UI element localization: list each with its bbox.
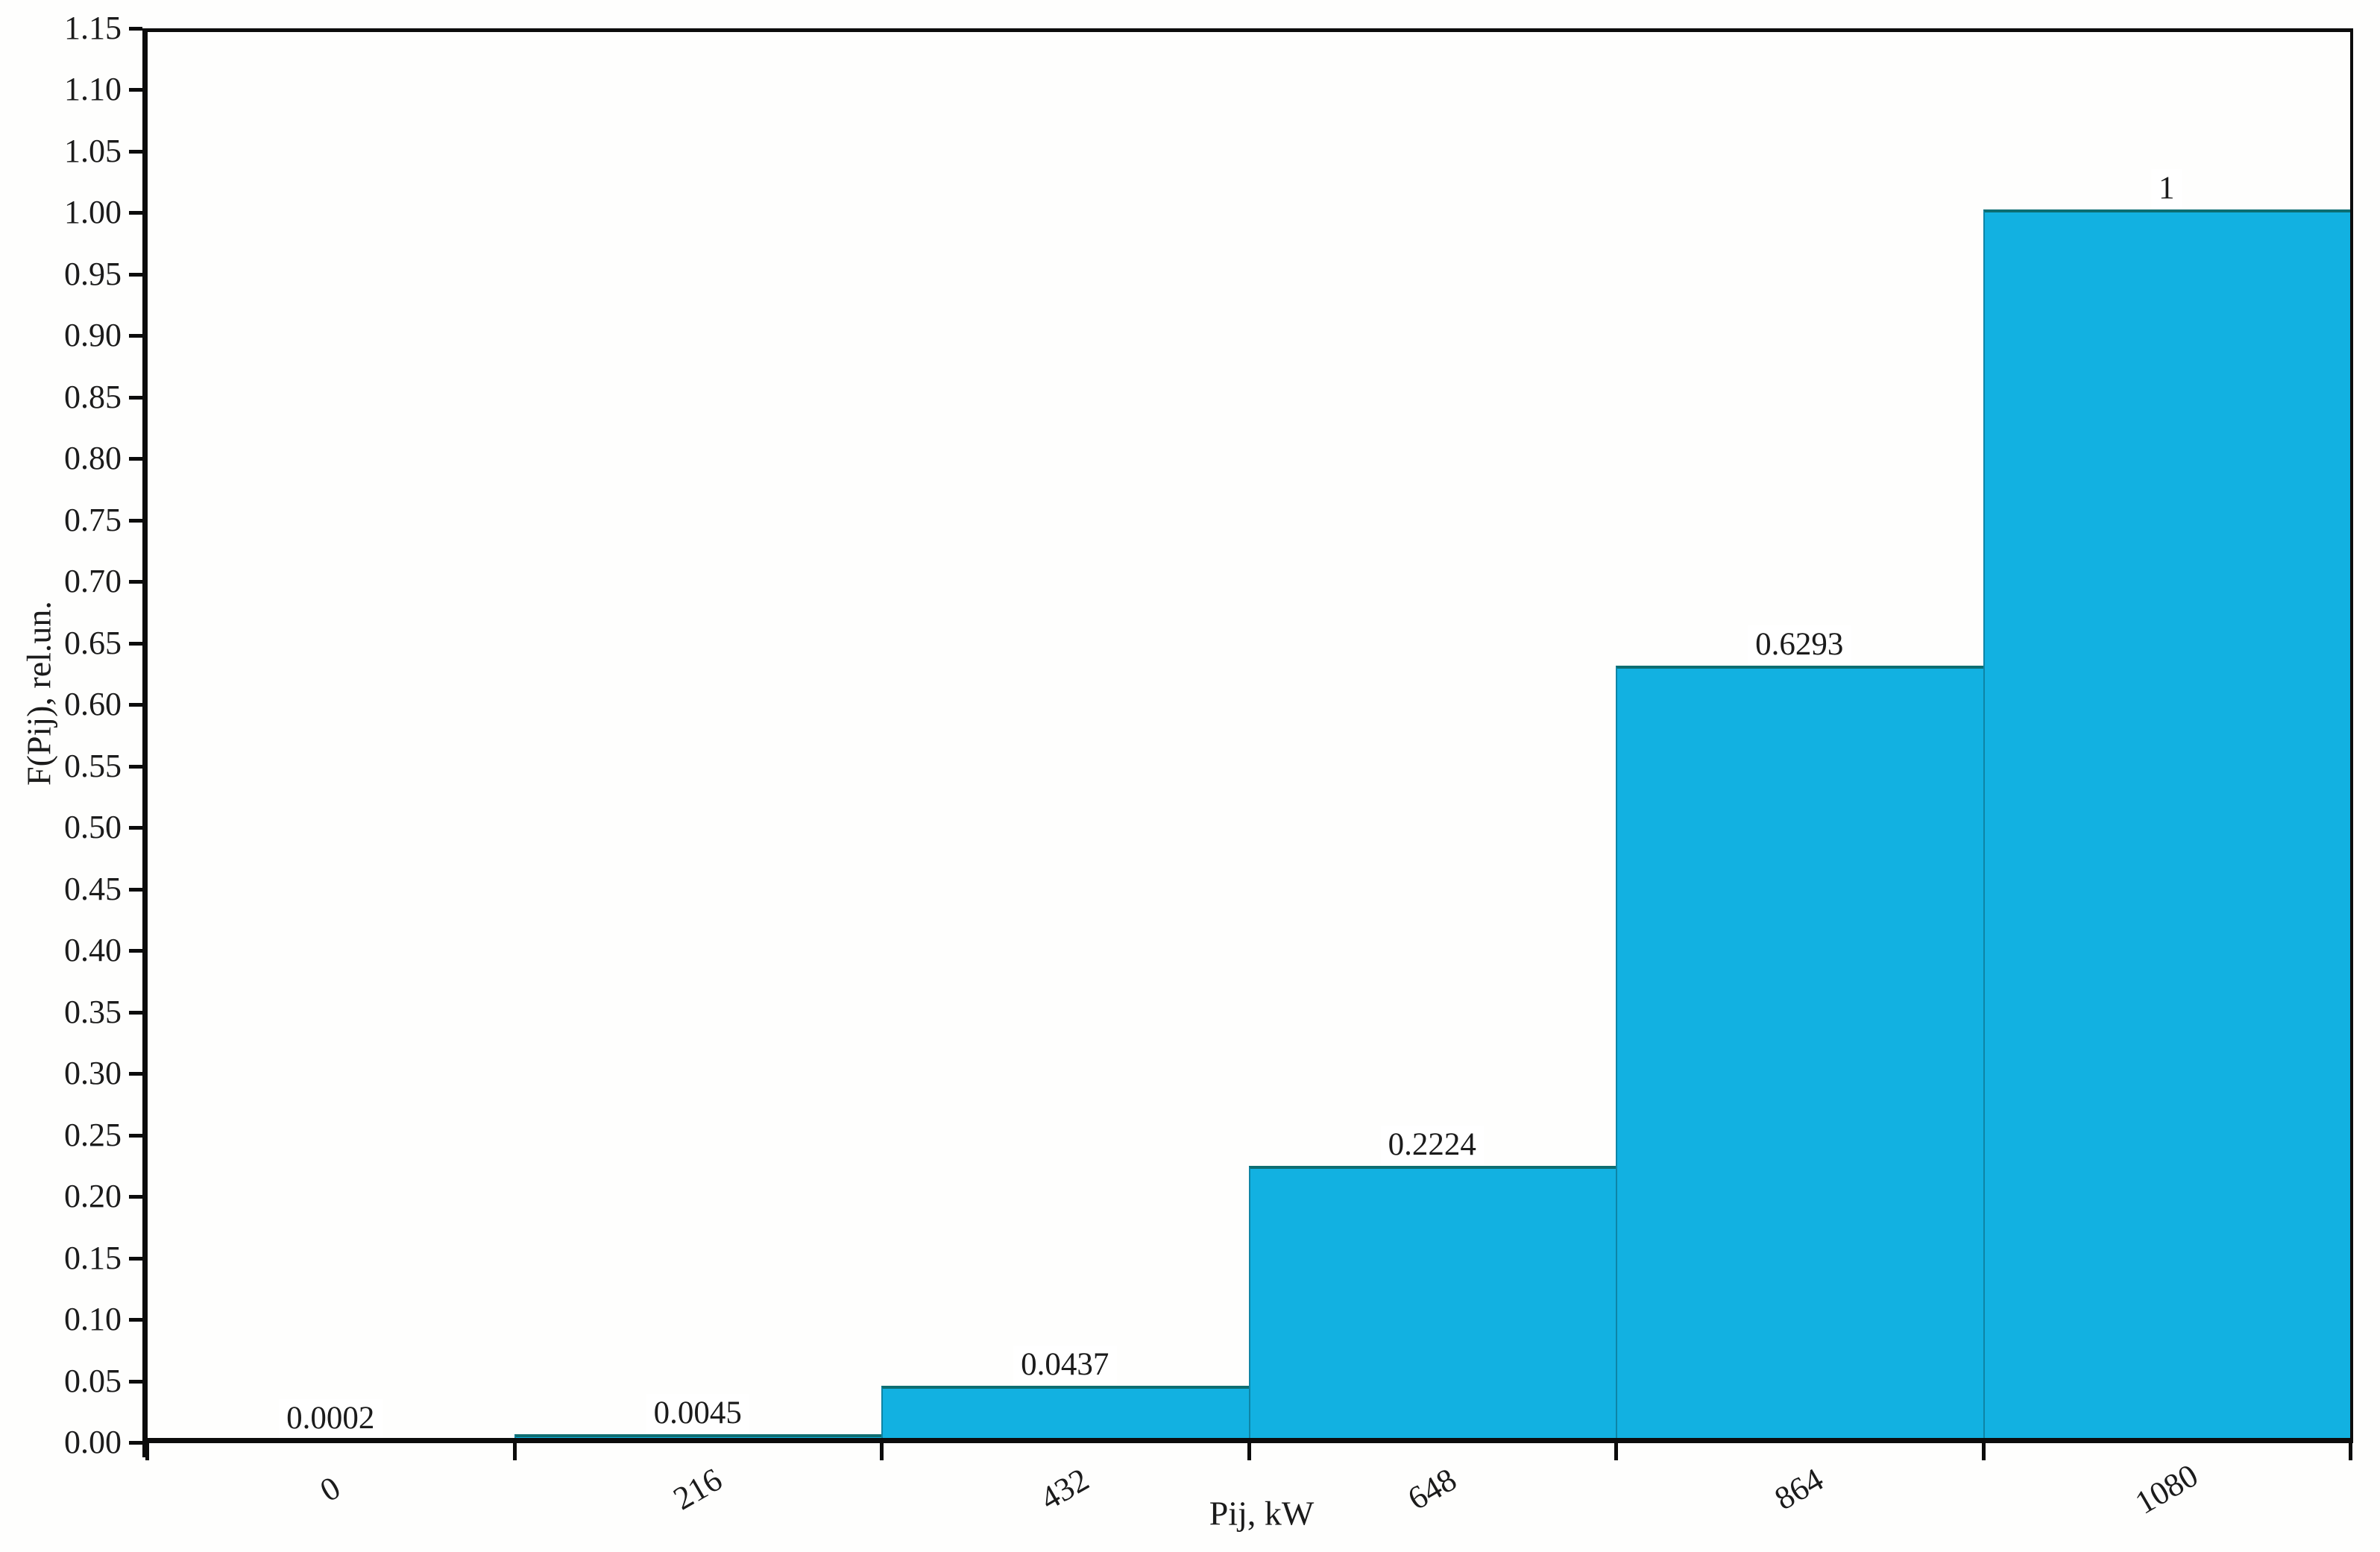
x-axis-title: Pij, kW [1209, 1494, 1315, 1533]
y-tick-label: 0.20 [64, 1178, 122, 1215]
y-tick-label: 0.00 [64, 1424, 122, 1460]
y-tick-label: 0.15 [64, 1239, 122, 1276]
y-tick [129, 641, 142, 646]
y-tick-label: 0.95 [64, 255, 122, 292]
y-tick-label: 0.10 [64, 1301, 122, 1338]
x-tick [512, 1442, 517, 1460]
y-tick [129, 1133, 142, 1138]
x-tick-label: 216 [667, 1460, 728, 1518]
y-tick-label: 0.40 [64, 932, 122, 969]
y-tick [129, 1379, 142, 1384]
bar-value-label: 0.2224 [1380, 1126, 1484, 1165]
y-tick-label: 0.90 [64, 317, 122, 354]
y-tick-label: 0.60 [64, 686, 122, 723]
y-tick [129, 580, 142, 584]
plot-border-right [2350, 28, 2353, 1442]
y-tick [129, 149, 142, 154]
y-tick [129, 334, 142, 338]
y-tick-label: 1.10 [64, 71, 122, 108]
x-tick [145, 1442, 149, 1460]
bar-value-label: 1 [2151, 169, 2182, 209]
y-tick-label: 0.55 [64, 747, 122, 784]
y-tick [129, 949, 142, 953]
y-tick-label: 1.05 [64, 132, 122, 169]
y-tick-label: 0.35 [64, 993, 122, 1030]
y-tick [129, 1010, 142, 1015]
y-tick [129, 518, 142, 523]
x-tick-label: 1080 [2129, 1457, 2204, 1521]
x-tick-label: 0 [314, 1469, 347, 1510]
bar [1616, 665, 1983, 1442]
y-tick [129, 1195, 142, 1199]
y-tick [129, 211, 142, 215]
y-tick-label: 0.75 [64, 501, 122, 538]
x-tick [880, 1442, 884, 1460]
x-tick-label: 864 [1769, 1460, 1830, 1518]
y-tick [129, 27, 142, 31]
bar-value-label: 0.0002 [279, 1398, 382, 1438]
x-tick [2349, 1442, 2352, 1460]
x-tick [1614, 1442, 1618, 1460]
bar-value-label: 0.6293 [1748, 625, 1851, 664]
y-tick [129, 395, 142, 400]
x-tick [1981, 1442, 1986, 1460]
bar-value-label: 0.0045 [646, 1393, 749, 1433]
x-axis-line [142, 1438, 2353, 1443]
plot-border-top [142, 28, 2353, 32]
y-tick-label: 0.45 [64, 870, 122, 907]
y-tick-label: 0.50 [64, 809, 122, 846]
y-tick [129, 88, 142, 92]
y-tick [129, 764, 142, 769]
y-tick-label: 1.15 [64, 10, 122, 46]
x-tick-label: 648 [1401, 1460, 1463, 1518]
y-tick-label: 0.70 [64, 563, 122, 600]
x-tick-label: 432 [1034, 1460, 1095, 1518]
y-tick [129, 1441, 142, 1445]
y-tick [129, 1318, 142, 1322]
y-tick-label: 0.85 [64, 378, 122, 415]
y-tick [129, 272, 142, 277]
y-tick [129, 1072, 142, 1076]
bar [1983, 209, 2350, 1442]
y-tick [129, 826, 142, 830]
y-tick-label: 0.05 [64, 1362, 122, 1399]
bar-value-label: 0.0437 [1013, 1345, 1117, 1384]
y-tick [129, 703, 142, 707]
y-tick [129, 887, 142, 892]
y-tick-label: 0.30 [64, 1055, 122, 1092]
x-tick [1247, 1442, 1251, 1460]
y-tick-label: 0.25 [64, 1116, 122, 1153]
y-tick [129, 1256, 142, 1261]
y-axis-line [142, 28, 148, 1457]
y-tick-label: 1.00 [64, 194, 122, 231]
y-tick [129, 457, 142, 461]
y-tick-label: 0.65 [64, 624, 122, 661]
bar [1248, 1166, 1616, 1442]
y-tick-label: 0.80 [64, 440, 122, 477]
bar [881, 1385, 1249, 1442]
